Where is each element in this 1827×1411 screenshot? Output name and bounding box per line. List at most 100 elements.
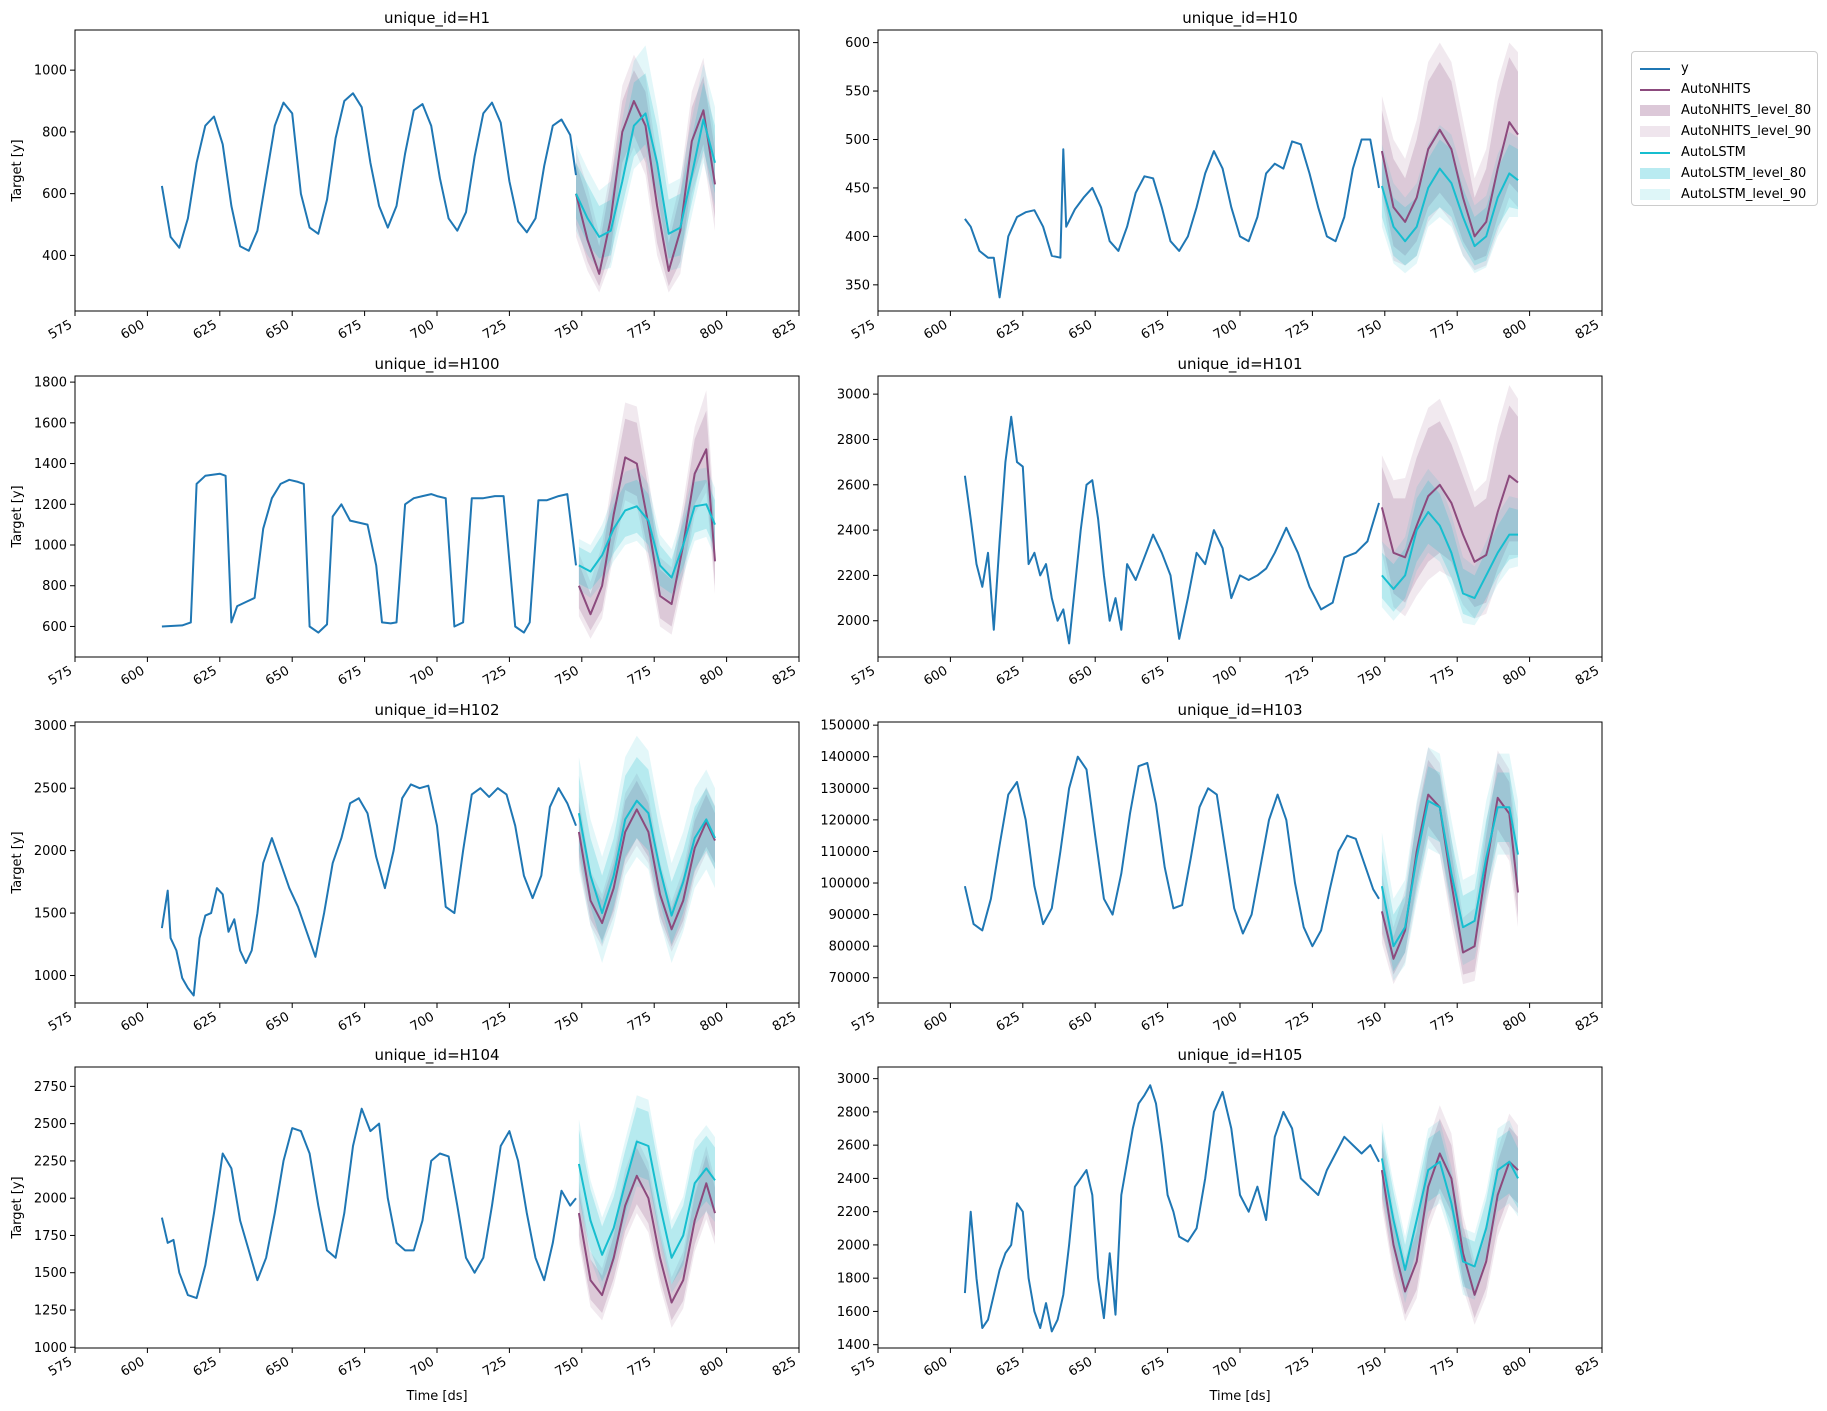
series-autolstm: [1381, 511, 1518, 600]
legend-label-autolstm-level-90: AutoLSTM_level_90: [1681, 187, 1807, 202]
series-autolstm: [1380, 1158, 1519, 1271]
legend-swatch-y: [1640, 63, 1670, 75]
subplot-title: unique_id=H103: [1177, 701, 1302, 720]
legend-item-y: y: [1640, 58, 1817, 79]
y-tick-label: 1000: [34, 539, 67, 554]
x-tick-label: 775: [1428, 1354, 1457, 1379]
subplot-title: unique_id=H104: [374, 1046, 499, 1065]
band-autolstm-80: [578, 479, 715, 594]
band-autolstm-90: [1381, 125, 1518, 274]
x-tick-label: 800: [1501, 663, 1530, 688]
y-tick-label: 2800: [837, 1105, 870, 1120]
x-tick-label: 725: [1283, 317, 1312, 342]
band-autonhits-90: [578, 1138, 715, 1328]
plot-area: [160, 1095, 716, 1328]
series-y: [160, 92, 577, 252]
y-tick-label: 800: [42, 579, 67, 594]
series-autonhits: [1380, 1152, 1519, 1296]
y-tick-label: 2600: [837, 1139, 870, 1154]
x-tick-label: 800: [1501, 317, 1530, 342]
band-autonhits-80: [578, 1147, 715, 1321]
x-tick-label: 700: [1211, 663, 1240, 688]
plot-area: [963, 1084, 1519, 1333]
x-tick-label: 700: [1211, 1009, 1240, 1034]
x-tick-label: 800: [698, 1354, 727, 1379]
y-tick-label: 140000: [820, 750, 870, 765]
x-tick-label: 650: [263, 1354, 292, 1379]
x-tick-label: 825: [770, 663, 799, 688]
y-tick-label: 110000: [820, 845, 870, 860]
y-tick-label: 2200: [837, 569, 870, 584]
legend-swatch-autonhits: [1640, 84, 1670, 96]
y-tick-label: 2400: [837, 524, 870, 539]
x-tick-label: 725: [480, 1354, 509, 1379]
band-autonhits-90: [1381, 42, 1518, 271]
band-autolstm-80: [578, 757, 715, 945]
x-tick-label: 700: [408, 317, 437, 342]
x-tick-label: 625: [994, 1009, 1023, 1034]
legend-item-autolstm: AutoLSTM: [1640, 142, 1817, 163]
x-tick-label: 775: [1428, 663, 1457, 688]
x-tick-label: 775: [625, 1009, 654, 1034]
x-tick-label: 750: [1356, 1009, 1385, 1034]
y-tick-label: 2000: [34, 1192, 67, 1207]
series-autonhits: [575, 100, 716, 275]
x-tick-label: 700: [1211, 317, 1240, 342]
x-tick-label: 600: [118, 317, 147, 342]
x-tick-label: 775: [625, 663, 654, 688]
series-autonhits: [1380, 793, 1519, 960]
x-tick-label: 700: [408, 1009, 437, 1034]
series-autolstm: [577, 799, 716, 917]
x-tick-label: 625: [191, 1354, 220, 1379]
subplot-title: unique_id=H1: [384, 9, 490, 28]
legend-swatch-autonhits-level-80: [1640, 105, 1670, 116]
y-tick-label: 1250: [34, 1303, 67, 1318]
x-tick-label: 800: [698, 317, 727, 342]
subplot-5: 575 600 625 650 675 700 725 750 775 800 825 70000 80…: [820, 701, 1603, 1035]
y-tick-label: 1750: [34, 1229, 67, 1244]
subplot-title: unique_id=H105: [1177, 1046, 1302, 1065]
y-tick-label: 1800: [837, 1272, 870, 1287]
x-tick-label: 775: [625, 317, 654, 342]
y-tick-label: 2600: [837, 478, 870, 493]
series-autolstm: [577, 1140, 716, 1259]
series-y: [161, 472, 577, 634]
y-tick-label: 2500: [34, 782, 67, 797]
y-tick-label: 2000: [837, 1238, 870, 1253]
series-autolstm: [1380, 799, 1519, 948]
x-tick-label: 825: [1573, 1354, 1602, 1379]
x-tick-label: 575: [849, 1354, 878, 1379]
y-tick-label: 350: [845, 278, 870, 293]
y-tick-label: 400: [42, 249, 67, 264]
series-y: [963, 755, 1380, 948]
legend-swatch-autolstm-level-90: [1640, 189, 1670, 200]
series-autonhits: [577, 448, 716, 616]
y-axis-label: Target [y]: [10, 485, 25, 548]
legend-item-autonhits: AutoNHITS: [1640, 79, 1817, 100]
x-tick-label: 575: [849, 663, 878, 688]
series-autonhits: [1380, 474, 1519, 563]
band-autolstm-80: [1381, 1130, 1518, 1295]
x-tick-label: 675: [336, 663, 365, 688]
series-y: [964, 138, 1380, 299]
x-tick-label: 675: [1139, 317, 1168, 342]
series-y: [160, 1107, 577, 1300]
legend-swatch-autonhits-level-90: [1640, 126, 1670, 137]
x-tick-label: 575: [46, 317, 75, 342]
x-tick-label: 600: [921, 317, 950, 342]
subplot-title: unique_id=H10: [1182, 9, 1298, 28]
x-tick-label: 625: [994, 663, 1023, 688]
legend-label-autonhits: AutoNHITS: [1681, 82, 1751, 97]
y-tick-label: 1500: [34, 1266, 67, 1281]
x-tick-label: 575: [46, 1009, 75, 1034]
subplot-title: unique_id=H102: [374, 701, 499, 720]
series-autonhits: [1380, 121, 1519, 238]
legend-item-autonhits-level-90: AutoNHITS_level_90: [1640, 121, 1817, 142]
x-tick-label: 800: [1501, 1009, 1530, 1034]
y-tick-label: 2400: [837, 1172, 870, 1187]
x-tick-label: 750: [1356, 317, 1385, 342]
x-tick-label: 675: [336, 1354, 365, 1379]
x-tick-label: 600: [118, 1354, 147, 1379]
x-tick-label: 625: [191, 663, 220, 688]
x-tick-label: 650: [1066, 317, 1095, 342]
